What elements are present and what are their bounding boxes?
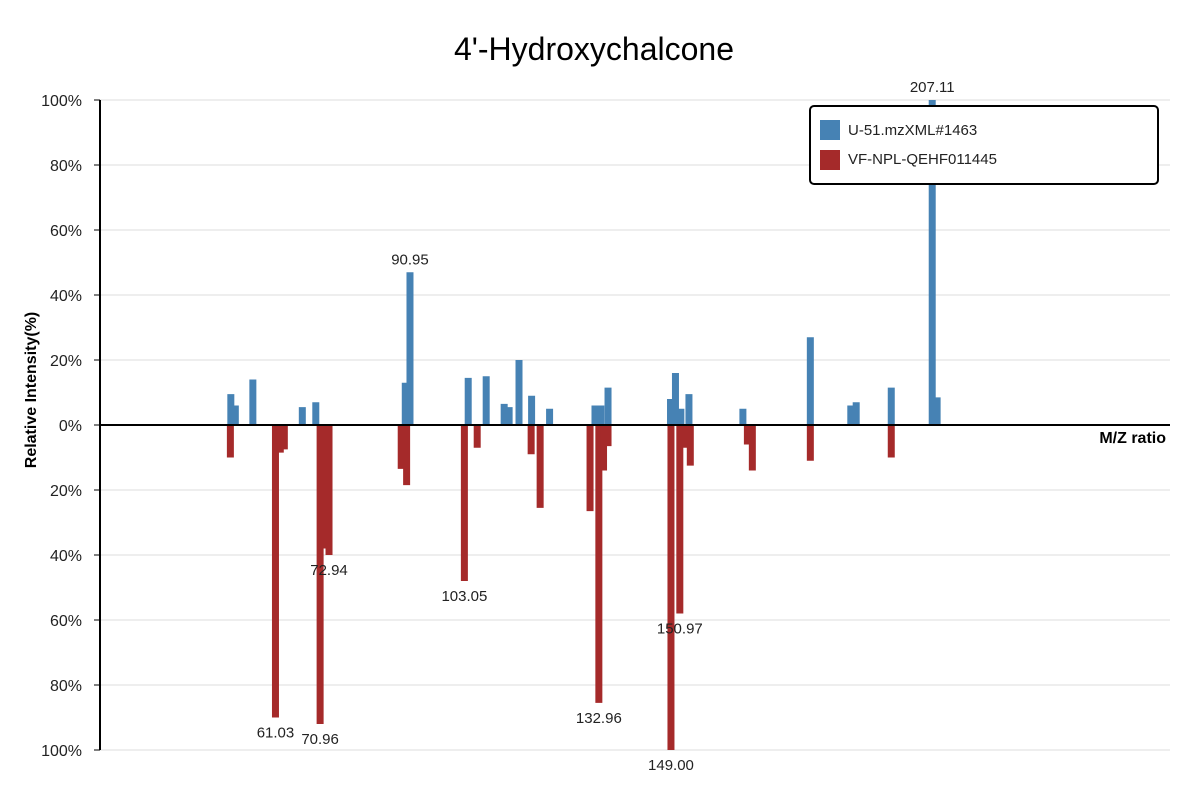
y-tick-label: 60%	[50, 223, 82, 240]
chart-title: 4'-Hydroxychalcone	[454, 31, 734, 67]
bar-query	[591, 405, 599, 425]
bar-reference	[403, 425, 411, 486]
legend-label-series-2: VF-NPL-QEHF011445	[848, 151, 997, 168]
bar-query	[667, 399, 675, 425]
bar-reference	[321, 425, 329, 549]
peak-label: 72.94	[310, 562, 348, 579]
bar-query	[500, 403, 508, 425]
bar-query	[231, 405, 239, 425]
bar-reference	[226, 425, 234, 458]
bar-reference	[280, 425, 288, 450]
peak-label: 70.96	[301, 731, 339, 748]
bars-layer	[226, 100, 941, 750]
bar-query	[515, 360, 523, 425]
bar-query	[406, 272, 414, 425]
bar-reference	[316, 425, 324, 724]
bar-reference	[595, 425, 603, 703]
bar-query	[401, 382, 409, 425]
bar-query	[312, 402, 320, 425]
peak-labels: 90.95 207.11 61.03 70.96 72.94 103.05 132.96 14…	[257, 79, 955, 774]
bar-reference	[686, 425, 694, 466]
peak-label: 207.11	[910, 79, 955, 96]
bar-reference	[473, 425, 481, 448]
legend-swatch-series-1	[820, 120, 840, 140]
bar-query	[464, 377, 472, 425]
bar-query	[227, 394, 235, 425]
legend: U-51.mzXML#1463 VF-NPL-QEHF011445	[809, 105, 1159, 185]
bar-reference	[604, 425, 612, 447]
peak-label: 103.05	[441, 588, 487, 605]
bar-query	[597, 405, 605, 425]
peak-label: 132.96	[576, 710, 622, 727]
y-tick-label: 20%	[50, 353, 82, 370]
bar-reference	[527, 425, 535, 455]
y-tick-label: 60%	[50, 613, 82, 630]
y-tick-label: 100%	[41, 743, 82, 760]
legend-box	[809, 105, 1159, 185]
peak-label: 61.03	[257, 725, 295, 742]
bar-reference	[748, 425, 756, 471]
bar-query	[806, 337, 814, 425]
bar-reference	[681, 425, 689, 448]
bar-query	[505, 407, 513, 425]
axes	[99, 100, 1170, 750]
peak-label: 149.00	[648, 757, 694, 774]
y-ticks: 100% 80% 60% 40% 20% 0% 20% 40% 60% 80% 100%	[41, 93, 100, 760]
bar-query	[739, 408, 747, 425]
bar-query	[887, 387, 895, 425]
peak-label: 150.97	[657, 621, 703, 638]
bar-query	[677, 408, 685, 425]
bar-reference	[743, 425, 751, 445]
bar-query	[852, 402, 860, 425]
bar-reference	[600, 425, 608, 471]
x-axis-title: M/Z ratio	[1099, 430, 1166, 447]
bar-query	[847, 405, 855, 425]
bar-reference	[276, 425, 284, 453]
y-tick-label: 20%	[50, 483, 82, 500]
y-axis-title: Relative Intensity(%)	[23, 312, 40, 468]
bar-query	[604, 387, 612, 425]
bar-reference	[676, 425, 684, 614]
y-tick-label: 0%	[59, 418, 82, 435]
y-tick-label: 80%	[50, 158, 82, 175]
bar-reference	[887, 425, 895, 458]
legend-swatch-series-2	[820, 150, 840, 170]
bar-query	[685, 394, 693, 425]
bar-reference	[460, 425, 468, 581]
peak-label: 90.95	[391, 251, 429, 268]
bar-reference	[667, 425, 675, 750]
bar-query	[671, 373, 679, 425]
bar-reference	[325, 425, 333, 555]
bar-query	[928, 100, 936, 425]
bar-query	[482, 376, 490, 425]
bar-reference	[806, 425, 814, 461]
y-tick-label: 40%	[50, 288, 82, 305]
legend-label-series-1: U-51.mzXML#1463	[848, 122, 977, 139]
bar-query	[528, 395, 536, 425]
y-tick-label: 40%	[50, 548, 82, 565]
y-tick-label: 100%	[41, 93, 82, 110]
bar-query	[933, 397, 941, 425]
bar-query	[249, 379, 257, 425]
bar-query	[546, 408, 554, 425]
y-tick-label: 80%	[50, 678, 82, 695]
bar-reference	[586, 425, 594, 512]
bar-reference	[397, 425, 405, 469]
bar-query	[298, 407, 306, 425]
bar-reference	[271, 425, 279, 718]
bar-reference	[536, 425, 544, 508]
